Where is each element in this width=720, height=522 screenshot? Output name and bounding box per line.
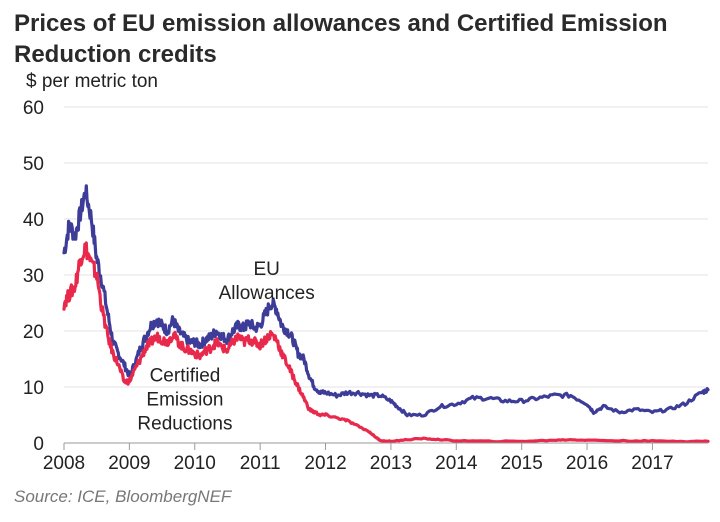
x-tick-label: 2016 <box>566 453 608 474</box>
y-tick-label: 20 <box>23 322 44 343</box>
source-note: Source: ICE, BloombergNEF <box>14 487 232 506</box>
y-tick-label: 50 <box>23 154 44 175</box>
series-line-certified-emission-reductions <box>62 241 710 444</box>
series-label-certified-emission-reductions: Emission <box>146 389 223 410</box>
x-tick-label: 2009 <box>108 453 150 474</box>
series-label-certified-emission-reductions: Reductions <box>137 413 232 434</box>
x-tick-label: 2013 <box>370 453 412 474</box>
x-tick-label: 2008 <box>43 453 85 474</box>
x-tick-label: 2017 <box>631 453 673 474</box>
y-tick-label: 60 <box>23 98 44 119</box>
y-tick-label: 30 <box>23 266 44 287</box>
series-label-eu-allowances: Allowances <box>219 283 315 304</box>
y-axis-unit-label: $ per metric ton <box>26 71 158 92</box>
series-label-certified-emission-reductions: Certified <box>150 365 221 386</box>
x-tick-label: 2011 <box>240 453 281 474</box>
x-tick-label: 2010 <box>174 453 216 474</box>
series-label-eu-allowances: EU <box>253 259 279 280</box>
x-tick-label: 2012 <box>304 453 346 474</box>
x-tick-label: 2014 <box>435 453 478 474</box>
series-line-eu-allowances <box>62 184 710 418</box>
y-tick-label: 40 <box>23 210 44 231</box>
x-tick-label: 2015 <box>501 453 543 474</box>
y-tick-label: 0 <box>33 434 44 455</box>
chart-title: Prices of EU emission allowances and Cer… <box>14 10 668 68</box>
y-tick-label: 10 <box>23 378 44 399</box>
